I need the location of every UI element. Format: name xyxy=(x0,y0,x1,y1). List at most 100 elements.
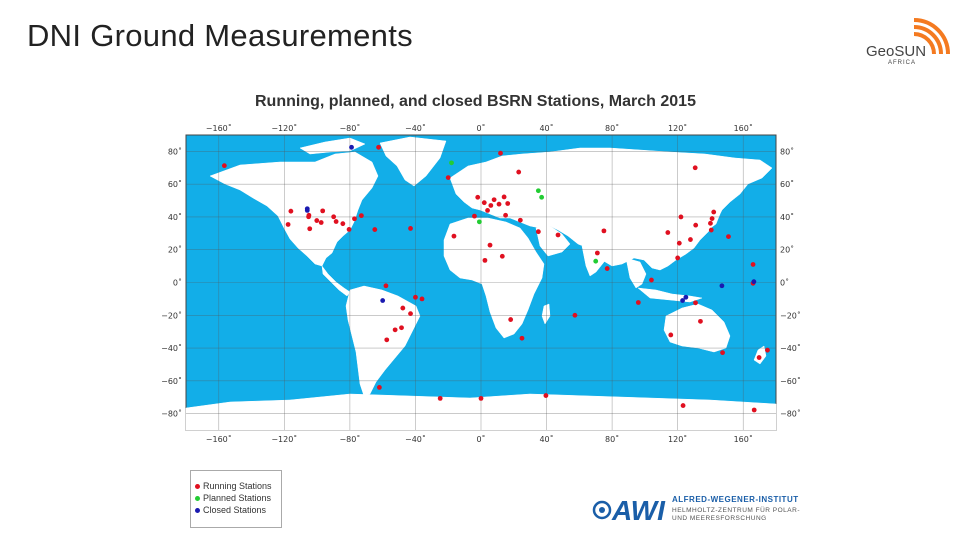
lat-tick-label-right: 20˚ xyxy=(780,245,794,255)
awi-name: ALFRED-WEGENER-INSTITUT xyxy=(672,495,799,504)
closed-station-dot xyxy=(719,283,725,289)
lat-tick-label-right: −80˚ xyxy=(780,409,801,419)
running-station-dot xyxy=(437,395,443,401)
planned-station-dot xyxy=(476,219,482,225)
lon-tick-label-top: −120˚ xyxy=(271,123,297,133)
running-station-dot xyxy=(750,262,756,267)
running-station-dot xyxy=(383,283,389,289)
lon-tick-label-top: −80˚ xyxy=(339,123,360,133)
running-station-dot xyxy=(340,221,346,227)
running-station-dot-icon xyxy=(195,484,200,490)
running-station-dot xyxy=(445,175,451,181)
running-station-dot xyxy=(288,208,294,214)
running-station-dot xyxy=(482,257,488,263)
lat-tick-label-left: 20˚ xyxy=(168,245,182,255)
legend-label-planned: Planned Stations xyxy=(203,493,272,503)
arabia-landmass xyxy=(535,225,571,257)
planned-station-dot-icon xyxy=(195,496,200,502)
closed-station-dot xyxy=(349,144,354,150)
running-station-dot xyxy=(535,229,541,235)
running-station-dot xyxy=(676,240,682,246)
closed-station-dot xyxy=(304,206,310,212)
running-station-dot xyxy=(709,216,715,221)
running-station-dot xyxy=(400,305,406,311)
svg-text:AFRICA: AFRICA xyxy=(888,60,916,66)
running-station-dot xyxy=(384,337,390,343)
lon-tick-label-bottom: −160˚ xyxy=(206,434,232,444)
running-station-dot xyxy=(543,393,549,398)
running-station-dot xyxy=(413,294,418,300)
lon-tick-label-top: 160˚ xyxy=(734,123,753,133)
lon-tick-label-bottom: −40˚ xyxy=(405,434,426,444)
running-station-dot xyxy=(485,207,490,213)
central-america-landmass xyxy=(321,265,351,297)
running-station-dot xyxy=(708,220,713,226)
lon-tick-label-bottom: −120˚ xyxy=(271,434,297,444)
running-station-dot xyxy=(555,232,561,238)
lon-tick-label-bottom: −80˚ xyxy=(339,434,360,444)
running-station-dot xyxy=(399,325,404,331)
lon-tick-label-top: −40˚ xyxy=(405,123,426,133)
running-station-dot xyxy=(711,209,717,215)
running-station-dot xyxy=(649,277,654,283)
running-station-dot xyxy=(346,227,352,232)
planned-station-dot xyxy=(535,188,541,194)
legend-label-closed: Closed Stations xyxy=(203,505,267,515)
lon-tick-label-top: 120˚ xyxy=(668,123,687,133)
running-station-dot xyxy=(668,332,674,338)
planned-station-dot xyxy=(593,258,599,264)
lon-tick-label-top: 0˚ xyxy=(476,123,485,133)
running-station-dot xyxy=(491,197,497,203)
lon-tick-label-bottom: 80˚ xyxy=(605,434,619,444)
lat-tick-label-right: 0˚ xyxy=(780,278,789,288)
running-station-dot xyxy=(601,228,607,234)
running-station-dot xyxy=(501,194,507,200)
lat-tick-label-left: 80˚ xyxy=(168,146,182,156)
running-station-dot xyxy=(519,335,525,341)
running-station-dot xyxy=(756,355,762,360)
new-zealand-landmass xyxy=(753,345,767,365)
running-station-dot xyxy=(285,222,291,227)
running-station-dot xyxy=(680,403,686,408)
running-station-dot xyxy=(508,317,514,322)
lat-tick-label-right: 80˚ xyxy=(780,146,794,156)
legend-item-running: Running Stations xyxy=(195,481,272,491)
running-station-dot xyxy=(516,169,522,175)
running-station-dot xyxy=(708,227,714,233)
running-station-dot xyxy=(675,255,681,261)
running-station-dot xyxy=(765,347,770,353)
lat-tick-label-left: 0˚ xyxy=(173,278,182,288)
running-station-dot xyxy=(665,230,671,235)
legend-label-running: Running Stations xyxy=(203,481,272,491)
madagascar-landmass xyxy=(541,303,551,325)
running-station-dot xyxy=(496,201,502,207)
running-station-dot xyxy=(472,213,477,219)
running-station-dot xyxy=(376,384,382,390)
closed-station-dot xyxy=(680,298,685,303)
running-station-dot xyxy=(503,212,508,218)
lat-tick-label-right: −20˚ xyxy=(780,310,801,320)
running-station-dot xyxy=(693,300,698,306)
awi-logo: AWI ALFRED-WEGENER-INSTITUT HELMHOLTZ-ZE… xyxy=(590,490,830,530)
running-station-dot xyxy=(333,219,339,224)
svg-text:GeoSUN: GeoSUN xyxy=(866,43,926,60)
lon-tick-label-bottom: 160˚ xyxy=(734,434,753,444)
running-station-dot xyxy=(451,233,457,239)
running-station-dot xyxy=(481,200,487,206)
running-station-dot xyxy=(498,150,503,156)
lat-tick-label-right: 60˚ xyxy=(780,179,794,189)
greenland-landmass xyxy=(379,136,447,187)
awi-subtitle: HELMHOLTZ-ZENTRUM FÜR POLAR- UND MEERESF… xyxy=(672,507,800,522)
geosun-africa-logo: GeoSUN AFRICA xyxy=(862,14,954,66)
lon-tick-label-bottom: 0˚ xyxy=(476,434,485,444)
running-station-dot xyxy=(751,407,757,413)
lat-tick-label-left: 60˚ xyxy=(168,179,182,189)
svg-text:AWI: AWI xyxy=(611,495,666,526)
map-legend: Running Stations Planned Stations Closed… xyxy=(190,470,282,528)
graticule xyxy=(186,135,776,430)
running-station-dot xyxy=(692,165,698,171)
lat-tick-label-left: 40˚ xyxy=(168,212,182,222)
slide-title: DNI Ground Measurements xyxy=(27,18,413,53)
running-station-dot xyxy=(688,237,693,242)
running-station-dot xyxy=(693,222,699,228)
